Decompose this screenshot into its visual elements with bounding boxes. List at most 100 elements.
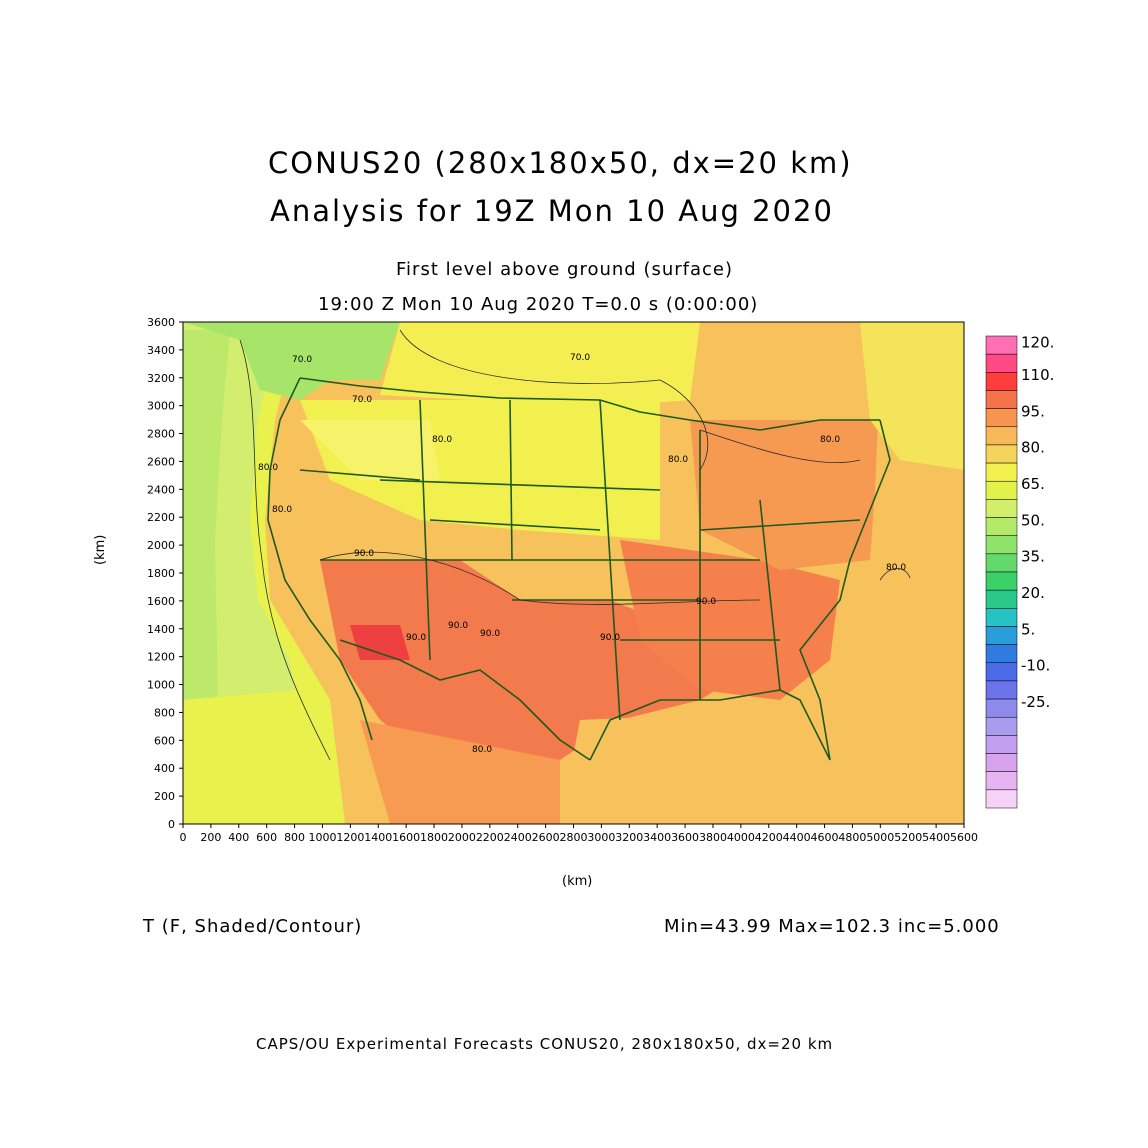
colorbar-label: 80. — [1021, 439, 1045, 457]
mexico — [360, 720, 560, 824]
colorbar-labels: 120. 110. 95. 80. 65. 50. 35. 20. 5. -10. -25. — [1021, 333, 1054, 710]
map-label: 80.0 — [272, 505, 292, 515]
colorbar-swatch — [985, 698, 1018, 718]
time-label: 19:00 Z Mon 10 Aug 2020 T=0.0 s (0:00:00… — [318, 294, 759, 315]
x-tick-label: 4800 — [838, 831, 866, 844]
x-tick-label: 2400 — [504, 831, 532, 844]
colorbar-label: -10. — [1021, 657, 1050, 675]
y-tick-label: 3000 — [147, 400, 175, 413]
y-tick-label: 1200 — [147, 651, 175, 664]
map-label: 80.0 — [258, 463, 278, 473]
map-label: 70.0 — [352, 395, 372, 405]
map-label: 90.0 — [600, 633, 620, 643]
colorbar-swatch — [985, 753, 1018, 772]
y-tick-label: 600 — [154, 734, 175, 747]
colorbar-swatch — [985, 535, 1018, 555]
y-tick-label: 1000 — [147, 679, 175, 692]
y-tick-label: 2000 — [147, 539, 175, 552]
x-tick-label: 5200 — [894, 831, 922, 844]
map-label: 80.0 — [886, 563, 906, 573]
x-tick-label: 600 — [256, 831, 277, 844]
y-tick-label: 3400 — [147, 344, 175, 357]
canada-border — [299, 377, 880, 431]
colorbar-swatch — [985, 735, 1018, 754]
se-warm — [620, 540, 840, 700]
west-coast — [267, 377, 373, 741]
nw-cool — [183, 322, 400, 400]
colorbar-swatch — [985, 608, 1018, 627]
x-tick-label: 400 — [228, 831, 249, 844]
map-label: 90.0 — [406, 633, 426, 643]
x-tick-label: 2000 — [448, 831, 476, 844]
stats-label: Min=43.99 Max=102.3 inc=5.000 — [664, 916, 1000, 937]
y-tick-label: 0 — [168, 818, 175, 831]
colorbar-swatch — [985, 372, 1018, 391]
colorbar-swatch — [985, 335, 1018, 355]
colorbar-swatch — [985, 390, 1018, 409]
colorbar-label: 50. — [1021, 511, 1045, 529]
y-tick-label: 3200 — [147, 372, 175, 385]
colorbar-swatch — [985, 480, 1018, 500]
y-tick-labels: 3600340032003000280026002400220020001800… — [147, 316, 175, 831]
east-orange — [690, 420, 880, 570]
map-label: 80.0 — [472, 745, 492, 755]
y-tick-label: 3600 — [147, 316, 175, 329]
colorbar-swatch — [985, 499, 1018, 518]
title-line-2: Analysis for 19Z Mon 10 Aug 2020 — [270, 194, 834, 228]
map-label: 90.0 — [448, 621, 468, 631]
contour-4 — [699, 429, 861, 463]
colorbar-swatch — [985, 789, 1018, 809]
x-tick-label: 2800 — [560, 831, 588, 844]
variable-label: T (F, Shaded/Contour) — [143, 916, 363, 937]
colorbar-swatch — [985, 626, 1018, 645]
map-label: 80.0 — [668, 455, 688, 465]
x-tick-label: 5400 — [922, 831, 950, 844]
x-tick-label: 3000 — [587, 831, 615, 844]
colorbar-swatch — [985, 589, 1018, 609]
map-label: 70.0 — [570, 353, 590, 363]
y-axis-unit: (km) — [93, 534, 108, 565]
map-label: 80.0 — [820, 435, 840, 445]
y-tick-label: 1600 — [147, 595, 175, 608]
colorbar-swatch — [985, 571, 1018, 591]
colorbar-label: 120. — [1021, 333, 1054, 351]
x-tick-label: 3400 — [643, 831, 671, 844]
state-lines-2 — [299, 469, 861, 641]
x-tick-label: 0 — [180, 831, 187, 844]
contours — [239, 329, 911, 761]
contour-1 — [239, 339, 331, 761]
atlantic — [820, 380, 964, 824]
x-tick-label: 1600 — [392, 831, 420, 844]
y-tick-label: 1400 — [147, 623, 175, 636]
x-tick-label: 1400 — [364, 831, 392, 844]
colorbar-swatch — [985, 680, 1018, 700]
y-tick-label: 2600 — [147, 455, 175, 468]
plains-pale — [300, 420, 440, 480]
colorbar-label: -25. — [1021, 693, 1050, 711]
x-tick-label: 5000 — [866, 831, 894, 844]
colorbar-swatch — [985, 462, 1018, 482]
x-tick-label: 2600 — [532, 831, 560, 844]
boundaries — [267, 377, 891, 761]
canada-yellow — [380, 322, 700, 410]
colorbar-label: 110. — [1021, 366, 1054, 384]
level-label: First level above ground (surface) — [396, 259, 734, 280]
y-tick-label: 400 — [154, 762, 175, 775]
x-tick-label: 5600 — [950, 831, 978, 844]
x-tick-label: 1200 — [336, 831, 364, 844]
x-tick-label: 800 — [284, 831, 305, 844]
contour-5 — [879, 568, 911, 581]
colorbar-swatch — [985, 644, 1018, 664]
colorbar-swatch — [985, 517, 1018, 536]
map-label: 90.0 — [354, 549, 374, 559]
axis-ticks — [179, 321, 965, 828]
map-label: 70.0 — [292, 355, 312, 365]
contour-3 — [319, 551, 761, 605]
pacific-band-3 — [183, 330, 230, 710]
x-tick-label: 4000 — [727, 831, 755, 844]
x-axis-unit: (km) — [562, 874, 593, 889]
title-line-1: CONUS20 (280x180x50, dx=20 km) — [268, 146, 853, 180]
sw-core — [350, 625, 410, 660]
east-coast — [799, 419, 891, 761]
colorbar-swatch — [985, 444, 1018, 464]
